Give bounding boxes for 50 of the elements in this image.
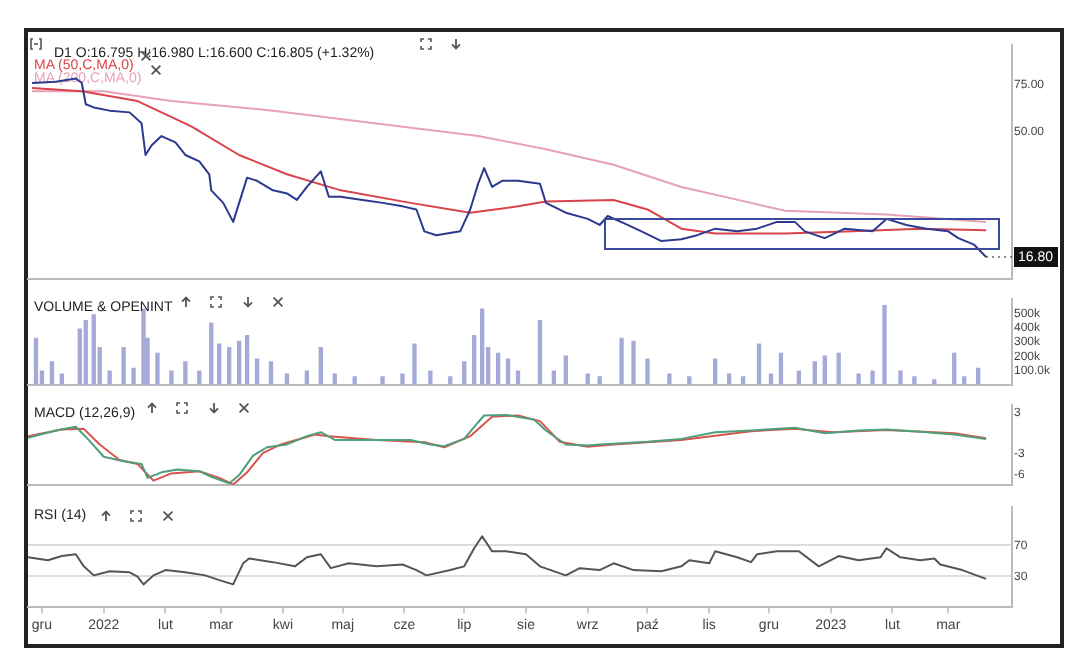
bar: [91, 314, 96, 385]
bar: [155, 352, 160, 385]
bar: [77, 328, 82, 385]
bar: [169, 370, 174, 385]
bar: [812, 361, 817, 385]
bar: [768, 373, 774, 385]
bar: [631, 340, 636, 385]
bar: [537, 319, 543, 385]
bar: [217, 343, 222, 385]
bar: [380, 376, 385, 385]
bar: [49, 361, 55, 385]
bar: [121, 347, 126, 385]
bar: [400, 373, 405, 385]
bar: [882, 304, 887, 385]
bar: [244, 334, 250, 385]
bar: [952, 352, 957, 385]
bar: [412, 343, 417, 385]
bar: [898, 370, 903, 385]
bar: [778, 352, 784, 385]
bar: [33, 337, 39, 385]
bar: [856, 373, 861, 385]
bar: [462, 361, 467, 385]
bar: [131, 367, 136, 385]
bar: [667, 373, 672, 385]
bar: [645, 358, 650, 385]
bar: [227, 347, 232, 385]
bar: [472, 334, 477, 385]
bar: [726, 373, 732, 385]
bar: [495, 352, 501, 385]
bar: [713, 358, 718, 385]
bar: [479, 308, 485, 385]
bar: [268, 361, 274, 385]
bar: [236, 340, 242, 385]
bar: [756, 343, 762, 385]
bar: [870, 370, 875, 385]
bar: [505, 358, 511, 385]
bar: [836, 352, 841, 385]
bar: [141, 308, 146, 385]
bar: [254, 358, 260, 385]
bar: [59, 373, 65, 385]
bar: [619, 337, 624, 385]
bar: [209, 322, 214, 385]
bar: [585, 373, 590, 385]
bar: [912, 376, 917, 385]
bar: [318, 347, 323, 385]
bar: [332, 373, 337, 385]
bar: [83, 319, 88, 385]
bar: [428, 370, 433, 385]
bar: [183, 361, 188, 385]
bar: [284, 373, 290, 385]
